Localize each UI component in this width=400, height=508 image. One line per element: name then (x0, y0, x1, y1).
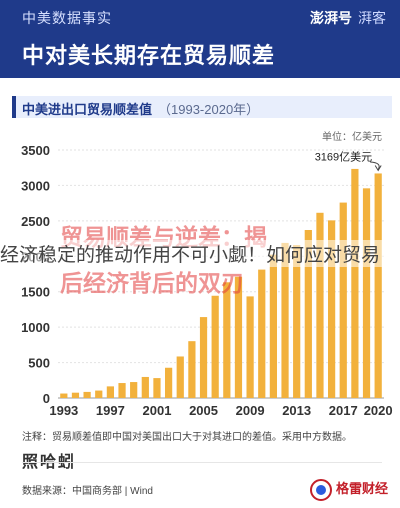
watermark-label: 格雷财经 (335, 481, 388, 496)
watermark: 格雷财经 (309, 478, 388, 501)
chart-title-bar (12, 96, 392, 118)
x-tick-label: 1997 (96, 403, 125, 418)
overlay-text-line: 经济稳定的推动作用不可小觑！如何应对贸易 (0, 240, 400, 267)
header-banner: 中美数据事实 中对美长期存在贸易顺差 澎湃号 湃客 (0, 0, 400, 78)
divider (22, 462, 382, 463)
unit-label: 单位：亿美元 (322, 132, 382, 143)
bar (281, 242, 289, 398)
bar (199, 317, 208, 398)
y-tick-label: 3000 (21, 178, 50, 193)
bar (83, 391, 91, 398)
bar (293, 245, 301, 398)
bar (71, 392, 80, 398)
chart-title-range: （1993-2020年） (158, 102, 260, 117)
x-tick-label: 2009 (236, 403, 265, 418)
bar (153, 378, 161, 398)
y-tick-label: 1500 (21, 285, 50, 300)
page-title: 中对美长期存在贸易顺差 (22, 43, 276, 68)
bar (316, 212, 324, 398)
data-source: 数据来源：中国商务部 | Wind (22, 486, 153, 497)
bar (339, 202, 347, 398)
bar (234, 276, 243, 398)
brand-sub: 湃客 (358, 10, 386, 26)
x-tick-label: 2020 (364, 403, 393, 418)
bar (269, 254, 278, 398)
bar (164, 367, 173, 398)
bar (211, 295, 219, 398)
footer-logo: 照哈蚓 (22, 454, 77, 471)
y-tick-label: 0 (43, 391, 50, 406)
chart-title-main: 中美进出口贸易顺差值 (22, 102, 153, 117)
brand-logo: 澎湃号 湃客 (310, 8, 386, 28)
x-tick-label: 2017 (329, 403, 358, 418)
y-tick-label: 3500 (21, 143, 50, 158)
bar (351, 168, 359, 398)
y-tick-label: 1000 (21, 320, 50, 335)
bar (141, 376, 149, 398)
header-kicker: 中美数据事实 (22, 10, 112, 26)
bar (258, 269, 266, 398)
x-tick-label: 2001 (143, 403, 172, 418)
chart-note: 注释：贸易顺差值即中国对美国出口大于对其进口的差值。采用中方数据。 (22, 432, 352, 443)
x-tick-label: 2005 (189, 403, 218, 418)
overlay-red-line-2: 后经济背后的双刃 (60, 270, 244, 296)
bar (304, 229, 312, 398)
bar (176, 356, 184, 398)
bar (130, 382, 138, 398)
data-label: 3169亿美元 (315, 151, 372, 164)
watermark-logo-icon (309, 478, 332, 501)
bar (118, 383, 126, 398)
annotation-arrow (370, 161, 380, 170)
bar (223, 282, 231, 398)
bar (95, 390, 103, 398)
bar (106, 386, 115, 398)
bar (327, 220, 336, 398)
bar (60, 393, 68, 398)
brand-main: 澎湃号 (310, 10, 352, 26)
chart-title: 中美进出口贸易顺差值 （1993-2020年） (22, 99, 259, 118)
y-tick-label: 2500 (21, 214, 50, 229)
bar (246, 296, 254, 398)
bar (374, 173, 382, 398)
bar (362, 188, 371, 398)
bar-chart: 0500100015002000250030003500199319972001… (21, 143, 393, 418)
x-tick-label: 1993 (49, 403, 78, 418)
bar (188, 341, 196, 398)
annotation-arrowhead (374, 165, 382, 172)
y-tick-label: 500 (28, 356, 50, 371)
x-tick-label: 2013 (282, 403, 311, 418)
